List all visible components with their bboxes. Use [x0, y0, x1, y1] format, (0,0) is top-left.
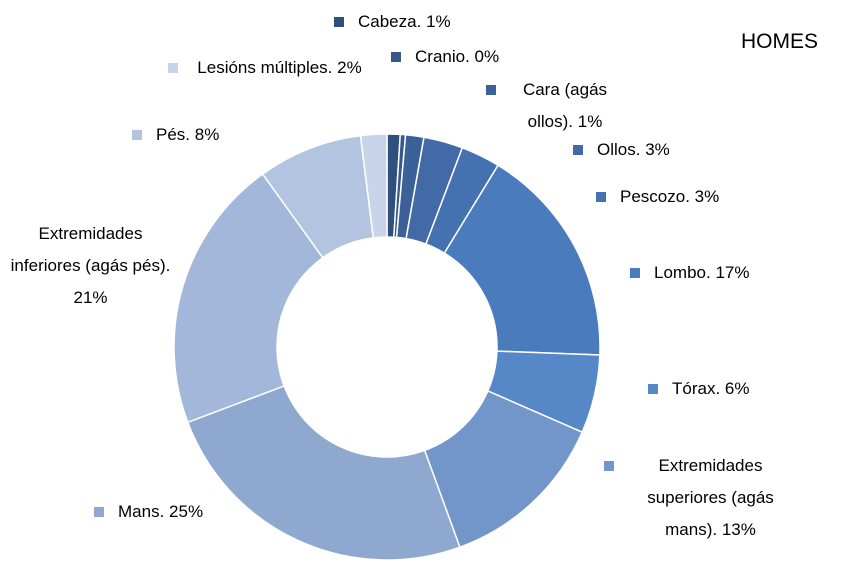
legend-swatch: [648, 384, 658, 394]
legend-swatch: [486, 85, 496, 95]
legend-swatch: [132, 130, 142, 140]
value-label: 1%: [577, 112, 603, 131]
label-text: Cabeza. 1%: [358, 6, 451, 38]
label-text: Pescozo. 3%: [620, 181, 719, 213]
data-label: Tórax. 6%: [648, 373, 750, 405]
category-name: Mans.: [118, 502, 165, 521]
value-label: 25%: [169, 502, 204, 521]
category-name: Extremidades superiores (agás mans).: [647, 456, 774, 539]
label-text: Pés. 8%: [156, 119, 219, 151]
label-text: Extremidades superiores (agás mans). 13%: [628, 450, 793, 546]
data-label: Cabeza. 1%: [334, 6, 451, 38]
slice: [359, 133, 388, 239]
label-text: Cara (agás ollos). 1%: [510, 74, 620, 138]
category-name: Cabeza.: [358, 12, 422, 31]
value-label: 2%: [337, 58, 362, 77]
value-label: 6%: [724, 379, 750, 398]
data-label: Cara (agás ollos). 1%: [486, 74, 620, 138]
category-name: Pés.: [156, 125, 191, 144]
label-text: Mans. 25%: [118, 496, 203, 528]
value-label: 21%: [73, 288, 108, 307]
category-name: Cara (agás ollos).: [522, 80, 608, 131]
label-text: Extremidades inferiores (agás pés). 21%: [8, 218, 173, 314]
value-label: 3%: [694, 187, 720, 206]
legend-swatch: [604, 461, 614, 471]
legend-swatch: [334, 17, 344, 27]
category-name: Tórax.: [672, 379, 721, 398]
data-label: Mans. 25%: [94, 496, 203, 528]
legend-swatch: [168, 63, 178, 73]
category-name: Lesións múltiples.: [197, 58, 333, 77]
label-text: Ollos. 3%: [597, 134, 670, 166]
label-text: Lesións múltiples. 2%: [192, 52, 367, 84]
legend-swatch: [391, 52, 401, 62]
value-label: 3%: [645, 140, 670, 159]
category-name: Cranio.: [415, 47, 470, 66]
category-name: Extremidades inferiores (agás pés).: [10, 224, 171, 275]
category-name: Lombo.: [654, 263, 711, 282]
label-text: Tórax. 6%: [672, 373, 750, 405]
data-label: Extremidades superiores (agás mans). 13%: [604, 450, 793, 546]
legend-swatch: [596, 192, 606, 202]
chart-title: HOMES: [741, 30, 819, 53]
slice: [443, 164, 601, 356]
data-label: Pescozo. 3%: [596, 181, 719, 213]
data-label: Lombo. 17%: [630, 257, 749, 289]
data-label: Cranio. 0%: [391, 41, 499, 73]
legend-swatch: [573, 145, 583, 155]
value-label: 8%: [194, 125, 220, 144]
data-label: Lesións múltiples. 2%: [168, 52, 367, 84]
category-name: Pescozo.: [620, 187, 690, 206]
category-name: Ollos.: [597, 140, 641, 159]
slice: [186, 384, 461, 561]
data-label: Ollos. 3%: [573, 134, 670, 166]
label-text: Cranio. 0%: [415, 41, 499, 73]
data-label: Pés. 8%: [132, 119, 219, 151]
data-label: Extremidades inferiores (agás pés). 21%: [8, 218, 173, 314]
legend-swatch: [630, 268, 640, 278]
label-text: Lombo. 17%: [654, 257, 749, 289]
value-label: 0%: [474, 47, 500, 66]
value-label: 17%: [715, 263, 750, 282]
legend-swatch: [94, 507, 104, 517]
value-label: 13%: [721, 520, 756, 539]
slice: [173, 173, 324, 424]
value-label: 1%: [426, 12, 451, 31]
